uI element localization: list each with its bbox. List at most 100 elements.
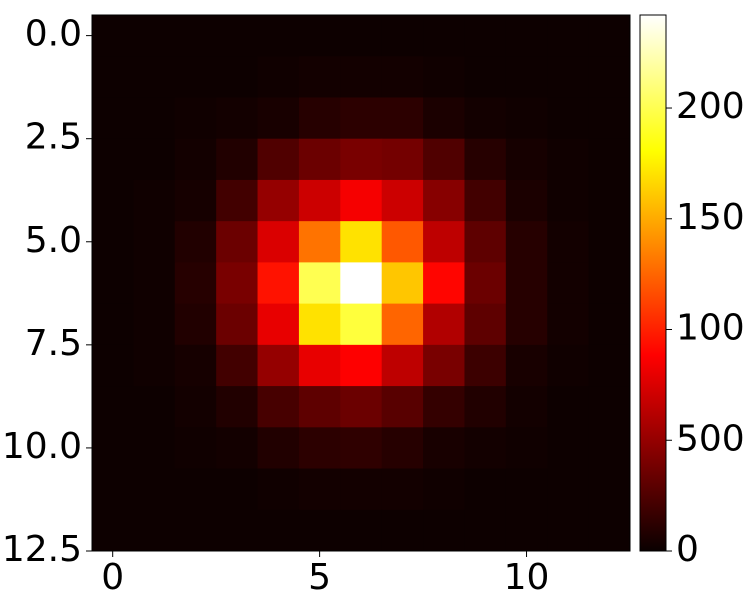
heatmap-cell xyxy=(464,262,507,305)
heatmap-cell xyxy=(298,386,341,428)
heatmap-cell xyxy=(547,427,590,470)
heatmap-cell xyxy=(298,56,341,98)
heatmap-cell xyxy=(547,15,590,57)
heatmap-cell xyxy=(298,138,341,181)
heatmap-cell xyxy=(133,179,176,222)
heatmap-cell xyxy=(464,15,507,57)
heatmap-cell xyxy=(340,344,383,387)
heatmap-cell xyxy=(92,221,134,263)
heatmap-cell xyxy=(464,221,507,263)
heatmap-cell xyxy=(340,262,383,305)
heatmap-cell xyxy=(423,179,465,222)
heatmap-cell xyxy=(505,344,548,387)
heatmap-cell xyxy=(216,97,259,140)
heatmap-cell xyxy=(464,138,507,181)
heatmap-cell xyxy=(133,303,176,346)
x-tick-label: 5 xyxy=(308,557,331,598)
heatmap-cell xyxy=(423,386,465,428)
y-tick-label: 5.0 xyxy=(25,220,82,261)
heatmap-cell xyxy=(505,97,548,140)
colorbar-tick-label: 200 xyxy=(676,86,745,127)
heatmap-cell xyxy=(588,344,631,387)
heatmap-cell xyxy=(216,15,259,57)
heatmap-cell xyxy=(174,427,217,470)
heatmap-cell xyxy=(257,427,300,470)
heatmap-cell xyxy=(216,509,259,552)
heatmap-cell xyxy=(174,56,217,98)
heatmap-cell xyxy=(381,344,424,387)
heatmap-cell xyxy=(588,303,631,346)
heatmap-cell xyxy=(257,56,300,98)
heatmap-cell xyxy=(298,262,341,305)
heatmap-cell xyxy=(547,303,590,346)
heatmap-cell xyxy=(340,138,383,181)
heatmap-cell xyxy=(423,221,465,263)
x-tick-label: 0 xyxy=(101,557,124,598)
heatmap-cell xyxy=(588,179,631,222)
heatmap-cell xyxy=(547,221,590,263)
heatmap-cell xyxy=(381,138,424,181)
heatmap-cell xyxy=(257,509,300,552)
heatmap-cell xyxy=(588,15,631,57)
heatmap-cell xyxy=(92,262,134,305)
heatmap-cell xyxy=(257,303,300,346)
x-tick-label: 10 xyxy=(504,557,550,598)
heatmap-cell xyxy=(257,97,300,140)
heatmap-cell xyxy=(423,97,465,140)
colorbar-tick-label: 0 xyxy=(676,529,699,570)
heatmap-cell xyxy=(133,56,176,98)
heatmap-cell xyxy=(464,179,507,222)
heatmap-cell xyxy=(92,386,134,428)
heatmap-cell xyxy=(505,386,548,428)
heatmap-cell xyxy=(505,15,548,57)
heatmap-cell xyxy=(92,509,134,552)
heatmap-cell xyxy=(547,386,590,428)
heatmap-cell xyxy=(464,97,507,140)
heatmap-cell xyxy=(547,179,590,222)
heatmap-cell xyxy=(381,509,424,552)
heatmap-cell xyxy=(133,262,176,305)
heatmap-cell xyxy=(174,262,217,305)
heatmap-cell xyxy=(340,509,383,552)
plot-frame xyxy=(91,14,631,552)
y-tick-label: 10.0 xyxy=(2,426,82,467)
heatmap-cell xyxy=(464,303,507,346)
heatmap-cell xyxy=(216,56,259,98)
heatmap-cell xyxy=(381,179,424,222)
heatmap-cell xyxy=(133,468,176,511)
heatmap-cell xyxy=(174,344,217,387)
heatmap-cell xyxy=(340,179,383,222)
colorbar xyxy=(639,14,667,552)
heatmap-cell xyxy=(133,221,176,263)
colorbar-tick-label: 500 xyxy=(676,418,745,459)
y-tick-label: 2.5 xyxy=(25,117,82,158)
heatmap-cell xyxy=(381,97,424,140)
heatmap-cell xyxy=(505,427,548,470)
heatmap-cell xyxy=(216,303,259,346)
heatmap-cell xyxy=(588,468,631,511)
heatmap-cell xyxy=(588,427,631,470)
heatmap-cell xyxy=(133,344,176,387)
heatmap-cell xyxy=(340,221,383,263)
heatmap-cell xyxy=(588,97,631,140)
heatmap-cell xyxy=(588,386,631,428)
heatmap-cell xyxy=(340,427,383,470)
heatmap-cell xyxy=(423,262,465,305)
y-tick-label: 12.5 xyxy=(2,529,82,570)
heatmap-cell xyxy=(298,344,341,387)
heatmap-cell xyxy=(257,468,300,511)
heatmap-cell xyxy=(423,15,465,57)
heatmap-cell xyxy=(505,303,548,346)
heatmap-cell xyxy=(423,138,465,181)
heatmap-cell xyxy=(257,262,300,305)
heatmap-cell xyxy=(174,138,217,181)
heatmap-cell xyxy=(92,344,134,387)
heatmap-cell xyxy=(588,221,631,263)
heatmap-cell xyxy=(216,179,259,222)
heatmap-cell xyxy=(381,427,424,470)
heatmap-cell xyxy=(257,344,300,387)
heatmap-cell xyxy=(381,56,424,98)
heatmap-cell xyxy=(547,138,590,181)
heatmap-cell xyxy=(381,386,424,428)
heatmap-cell xyxy=(257,221,300,263)
